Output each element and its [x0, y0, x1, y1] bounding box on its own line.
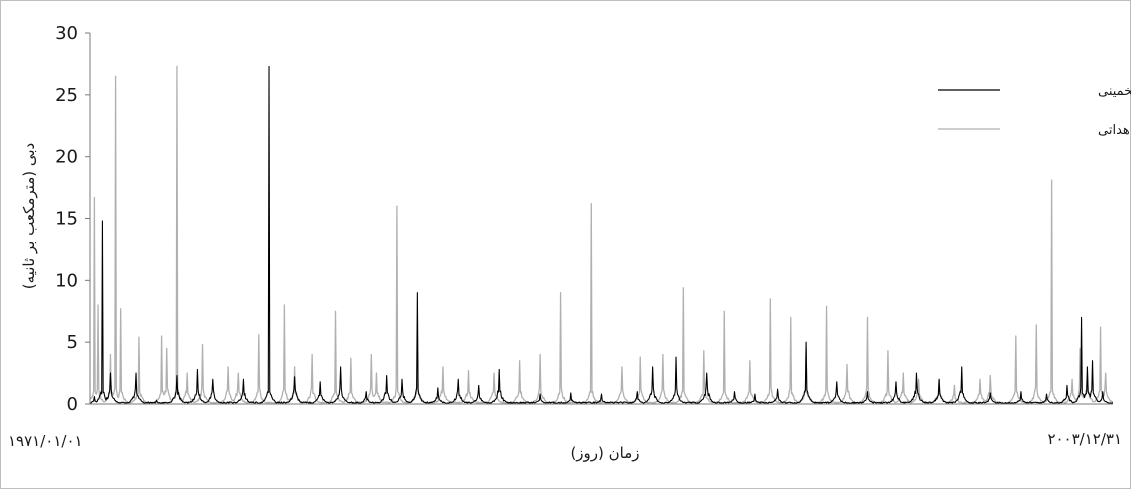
x-axis-label: زمان (روز) [570, 444, 639, 462]
series-line-estimated [90, 65, 1114, 404]
y-tick-label: 20 [55, 147, 78, 168]
x-end-date-label: ۲۰۰۳/۱۲/۳۱ [1047, 430, 1122, 448]
y-tick-label: 5 [67, 332, 78, 353]
y-tick-label: 25 [55, 85, 78, 106]
y-tick-label: 15 [55, 209, 78, 230]
y-tick-label: 10 [55, 270, 78, 291]
y-tick-label: 0 [67, 394, 78, 415]
x-start-date-label: ۱۹۷۱/۰۱/۰۱ [8, 432, 83, 450]
legend-label-estimated: دبی تخمینی [1098, 84, 1131, 99]
y-tick-label: 30 [55, 23, 78, 44]
legend-label-observed: دبی مشاهداتی [1098, 123, 1131, 138]
y-axis-label: دبی (مترمکعب بر ثانیه) [20, 143, 38, 289]
series-line-observed [89, 65, 1114, 405]
